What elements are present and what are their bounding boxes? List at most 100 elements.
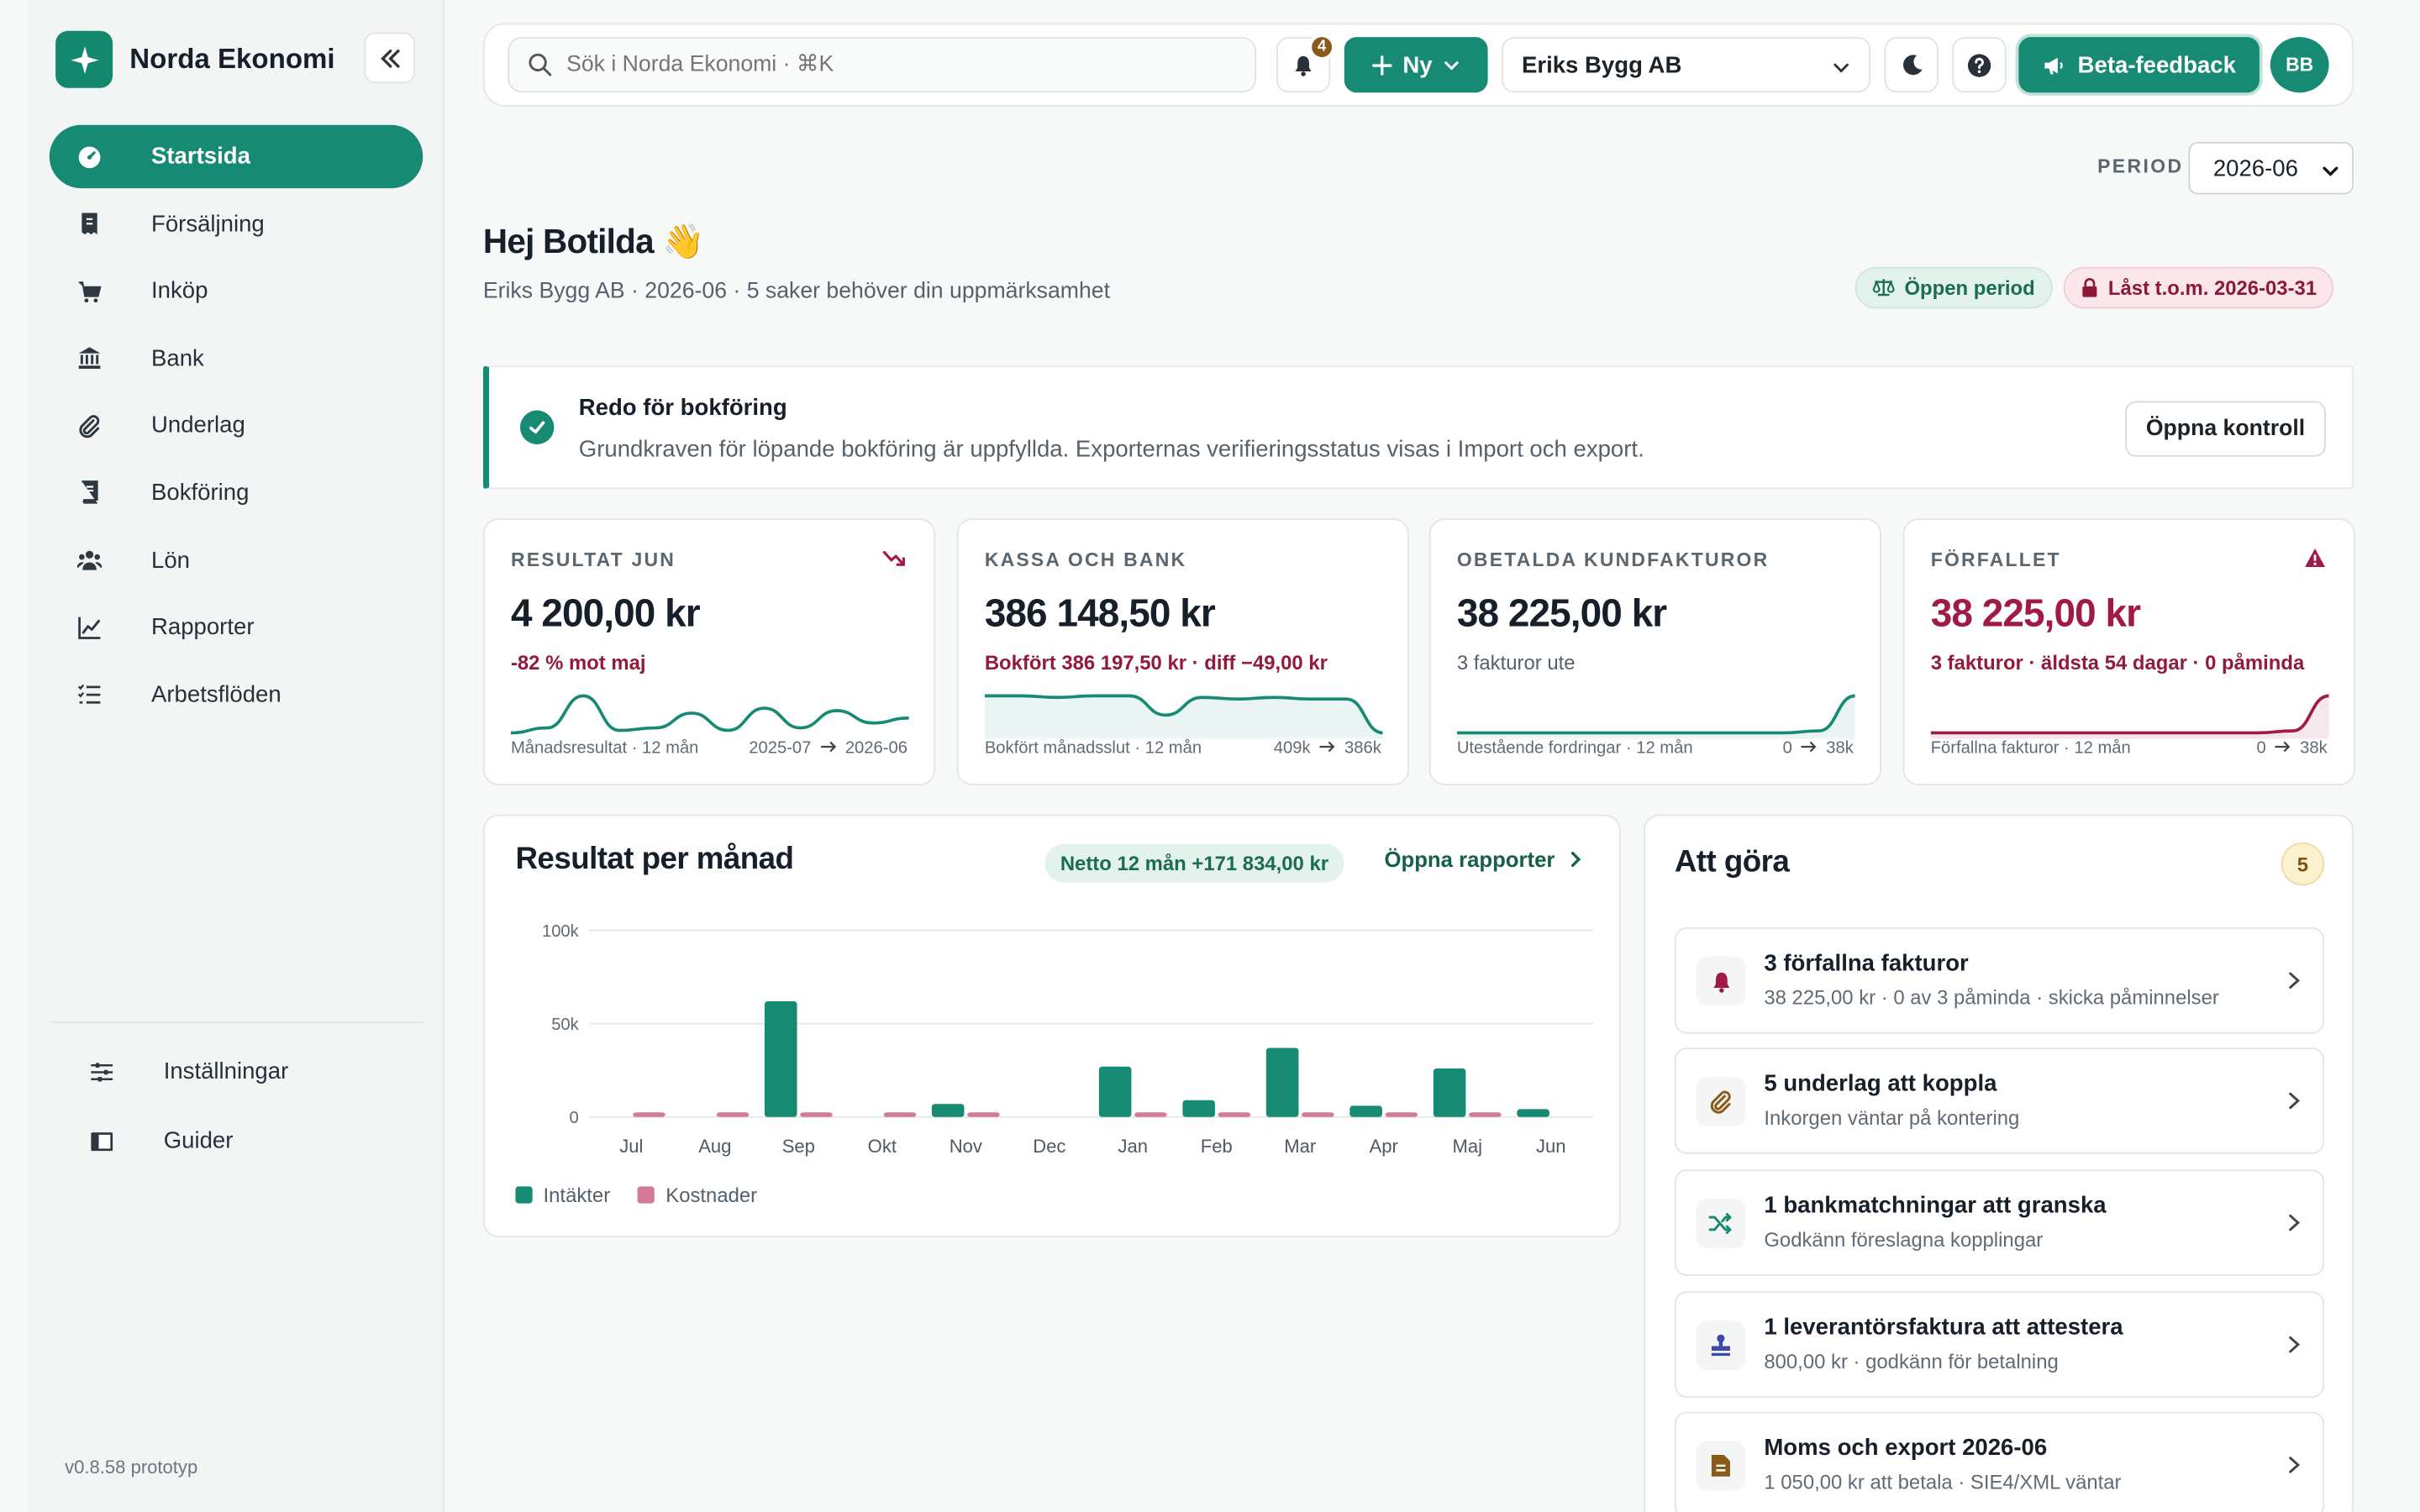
x-tick-label: Jul: [619, 1136, 643, 1157]
bar-kostnader-feb[interactable]: [1218, 1112, 1251, 1117]
bar-kostnader-aug[interactable]: [716, 1112, 750, 1117]
kpi-subtext: 3 fakturor · äldsta 54 dagar · 0 påminda: [1930, 651, 2305, 675]
sidebar-item-lön[interactable]: Lön: [50, 528, 423, 591]
todo-item[interactable]: 5 underlag att koppla Inkorgen väntar på …: [1674, 1047, 2325, 1154]
file-icon: [1696, 1441, 1746, 1491]
search-input[interactable]: [566, 52, 1215, 77]
arrow-right-icon: [2275, 739, 2291, 758]
bar-kostnader-apr[interactable]: [1385, 1112, 1418, 1117]
kpi-card[interactable]: FÖRFALLET 38 225,00 kr 3 fakturor · äldsta…: [1902, 518, 2355, 785]
open-reports-link[interactable]: Öppna rapporter: [1385, 847, 1585, 872]
todo-item-subtitle: 38 225,00 kr · 0 av 3 påminda · skicka p…: [1764, 985, 2219, 1010]
bar-intäkter-feb[interactable]: [1182, 1100, 1215, 1117]
bar-intäkter-sep[interactable]: [764, 1000, 797, 1117]
chevrons-left-icon: [380, 49, 399, 67]
beta-feedback-label: Beta-feedback: [2077, 51, 2236, 78]
bar-intäkter-maj[interactable]: [1433, 1068, 1466, 1117]
bar-kostnader-mar[interactable]: [1302, 1112, 1334, 1117]
todo-item[interactable]: 1 leverantörsfaktura att attestera 800,00…: [1674, 1291, 2325, 1399]
bar-kostnader-jan[interactable]: [1134, 1112, 1167, 1117]
sidebar-item-inköp[interactable]: Inköp: [50, 260, 423, 323]
bar-kostnader-jul[interactable]: [633, 1112, 666, 1117]
range-to: 386k: [1344, 738, 1381, 758]
sparkle-logo-icon: [55, 30, 113, 88]
notifications-button[interactable]: [1276, 37, 1331, 93]
chevron-down-icon: [1833, 63, 1849, 73]
sidebar-item-arbetsflöden[interactable]: Arbetsflöden: [50, 663, 423, 726]
locked-period-badge: Låst t.o.m. 2026-03-31: [2063, 266, 2334, 309]
range-from: 0: [2256, 738, 2266, 758]
sidebar-item-guider[interactable]: Guider: [61, 1110, 423, 1173]
app-name: Norda Ekonomi: [129, 43, 335, 75]
sidebar-item-bokföring[interactable]: Bokföring: [50, 461, 423, 524]
x-tick-label: Aug: [698, 1136, 731, 1157]
x-tick-label: Jun: [1536, 1136, 1566, 1157]
sidebar-item-startsida[interactable]: Startsida: [49, 124, 424, 189]
users-icon: [76, 548, 127, 572]
kpi-subtext: -82 % mot maj: [510, 651, 646, 675]
notification-count-badge: 4: [1308, 34, 1335, 60]
x-tick-label: Okt: [868, 1136, 897, 1157]
ready-banner: Redo för bokföring Grundkraven för löpan…: [482, 365, 2354, 490]
x-tick-label: Apr: [1370, 1136, 1398, 1157]
lock-icon: [2082, 278, 2097, 297]
search-box[interactable]: [508, 37, 1257, 93]
kpi-footer-label: Förfallna fakturor · 12 mån: [1930, 738, 2131, 758]
sidebar-item-underlag[interactable]: Underlag: [50, 394, 423, 457]
bar-intäkter-jun[interactable]: [1517, 1109, 1549, 1117]
user-avatar[interactable]: BB: [2270, 37, 2329, 93]
help-button[interactable]: [1952, 37, 2007, 93]
beta-feedback-button[interactable]: Beta-feedback: [2018, 37, 2260, 93]
kpi-footer-range: 0 38k: [2256, 739, 2327, 758]
gauge-icon: [77, 144, 127, 169]
x-tick-label: Feb: [1201, 1136, 1233, 1157]
kpi-card[interactable]: KASSA OCH BANK 386 148,50 kr Bokfört 386 1…: [956, 518, 1409, 785]
sidebar-item-inställningar[interactable]: Inställningar: [61, 1040, 423, 1103]
kpi-footer: Utestående fordringar · 12 mån 0 38k: [1457, 739, 1854, 758]
bar-intäkter-mar[interactable]: [1265, 1047, 1299, 1117]
bar-kostnader-sep[interactable]: [800, 1112, 833, 1117]
kpi-subtext: 3 fakturor ute: [1456, 651, 1576, 675]
todo-item[interactable]: Moms och export 2026-06 1 050,00 kr att b…: [1674, 1411, 2325, 1512]
bar-kostnader-nov[interactable]: [967, 1112, 1000, 1117]
bar-intäkter-jan[interactable]: [1098, 1066, 1132, 1117]
open-control-button[interactable]: Öppna kontroll: [2125, 401, 2326, 457]
sidebar-item-label: Startsida: [150, 143, 250, 171]
dark-mode-button[interactable]: [1884, 37, 1939, 93]
sidebar-item-rapporter[interactable]: Rapporter: [50, 596, 423, 659]
brand[interactable]: Norda Ekonomi: [55, 30, 335, 88]
kpi-value: 38 225,00 kr: [1930, 592, 2141, 636]
todo-item[interactable]: 3 förfallna fakturor 38 225,00 kr · 0 av …: [1674, 927, 2325, 1034]
period-select[interactable]: 2026-06: [2188, 141, 2354, 195]
todo-item[interactable]: 1 bankmatchningar att granska Godkänn för…: [1674, 1169, 2325, 1276]
kpi-footer-label: Bokfört månadsslut · 12 mån: [984, 738, 1202, 758]
chevron-down-icon: [2323, 166, 2338, 176]
sidebar-item-label: Lön: [150, 547, 190, 574]
y-tick-label: 100k: [542, 922, 580, 941]
sidebar-item-bank[interactable]: Bank: [50, 327, 423, 390]
sidebar: Norda Ekonomi Startsida Försäljning Inköp B…: [28, 0, 445, 1512]
y-tick-label: 50k: [551, 1016, 579, 1034]
todo-item-subtitle: 800,00 kr · godkänn för betalning: [1764, 1350, 2059, 1373]
sliders-icon: [90, 1059, 139, 1084]
todo-item-subtitle: Inkorgen väntar på kontering: [1764, 1105, 2020, 1130]
netto-badge: Netto 12 mån +171 834,00 kr: [1044, 843, 1344, 883]
result-bar-chart: 0 50k 100k Jul Aug Sep Okt Nov Dec Jan Feb Mar Apr Ma…: [542, 922, 1593, 1157]
todo-item-title: Moms och export 2026-06: [1764, 1435, 2048, 1462]
bar-intäkter-nov[interactable]: [931, 1104, 965, 1117]
kpi-footer: Månadsresultat · 12 mån 2025-07 2026-06: [511, 739, 908, 758]
todo-card: Att göra 5 3 förfallna fakturor 38 225,00…: [1644, 814, 2354, 1512]
new-button[interactable]: Ny: [1344, 37, 1488, 93]
todo-item-title: 1 leverantörsfaktura att attestera: [1764, 1314, 2123, 1341]
bar-kostnader-okt[interactable]: [883, 1112, 917, 1117]
chart-legend: Intäkter Kostnader: [515, 1184, 757, 1206]
bar-kostnader-maj[interactable]: [1469, 1112, 1502, 1117]
kpi-card[interactable]: OBETALDA KUNDFAKTUROR 38 225,00 kr 3 faktu…: [1428, 518, 1881, 785]
moon-icon: [1902, 55, 1922, 76]
bar-intäkter-apr[interactable]: [1349, 1105, 1382, 1117]
collapse-sidebar-button[interactable]: [364, 32, 416, 84]
kpi-card[interactable]: RESULTAT JUN 4 200,00 kr -82 % mot maj Måna…: [482, 518, 936, 785]
company-select[interactable]: Eriks Bygg AB: [1502, 37, 1871, 93]
version-label: v0.8.58 prototyp: [65, 1456, 198, 1478]
sidebar-item-försäljning[interactable]: Försäljning: [50, 192, 423, 255]
